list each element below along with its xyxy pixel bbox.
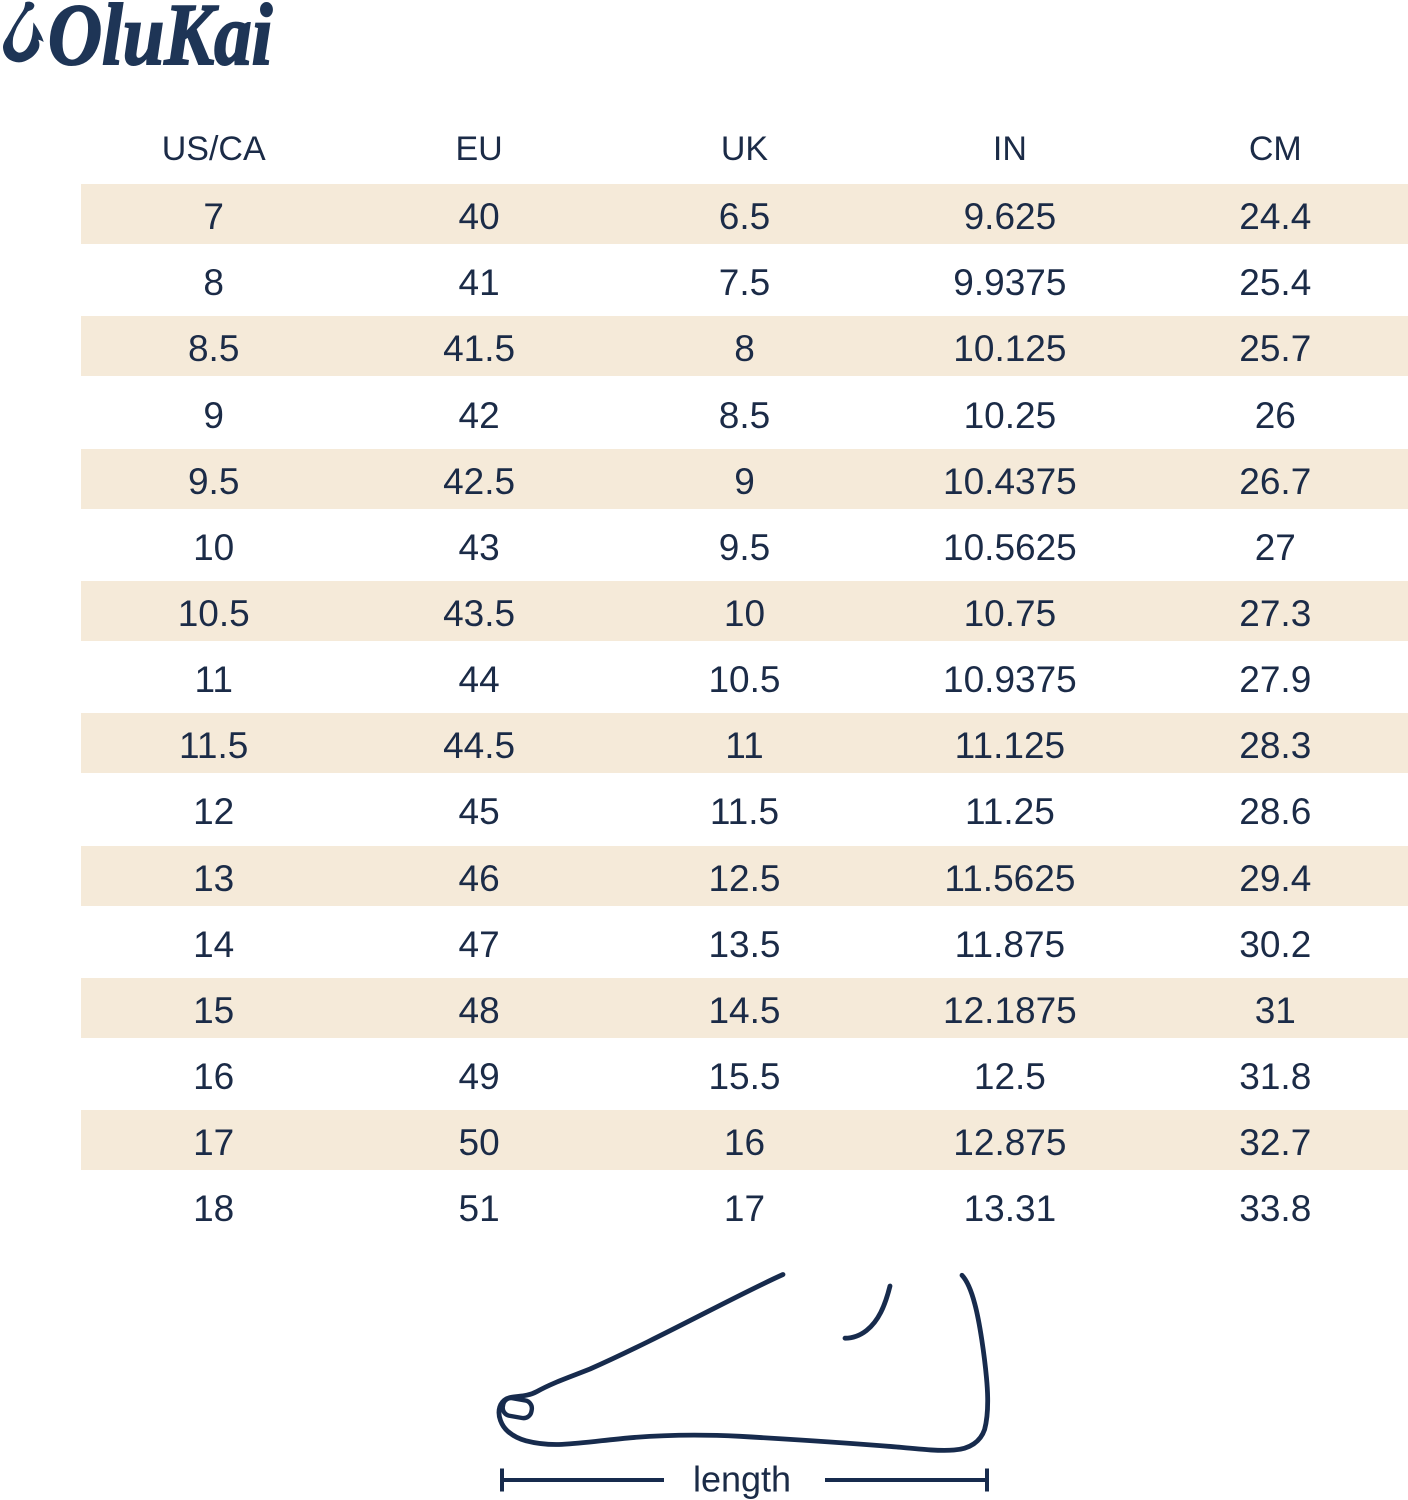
svg-text:OluKai: OluKai (48, 0, 273, 80)
svg-text:length: length (693, 1459, 791, 1500)
